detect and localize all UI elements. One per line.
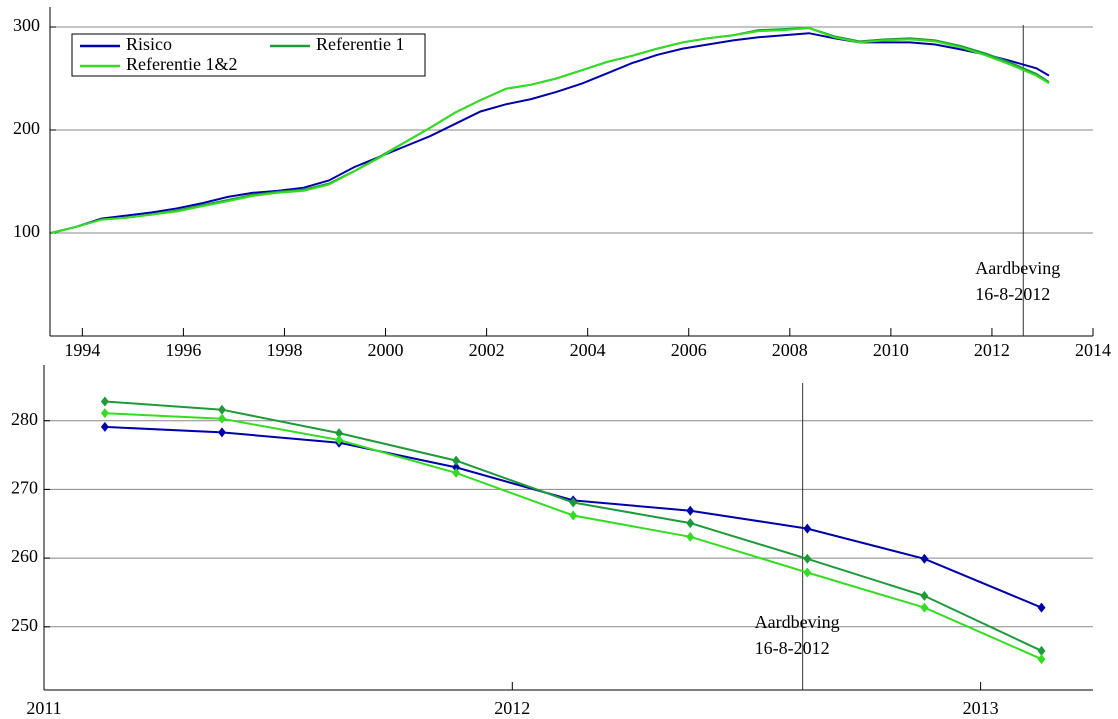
point [803, 523, 812, 534]
legend-label: Referentie 1 [316, 34, 404, 54]
point [100, 421, 109, 432]
point [452, 455, 461, 466]
point [569, 497, 578, 508]
series-line [104, 412, 1042, 661]
point [217, 404, 226, 415]
point [452, 462, 461, 473]
point [217, 427, 226, 438]
point [335, 434, 344, 445]
point [452, 467, 461, 478]
y-tick-label: 260 [11, 546, 38, 566]
event-label: Aardbeving [755, 612, 840, 632]
y-tick-label: 100 [13, 221, 40, 241]
point [1037, 602, 1046, 613]
point [100, 408, 109, 419]
point [686, 505, 695, 516]
legend-label: Risico [126, 34, 172, 54]
point [803, 567, 812, 578]
point [920, 590, 929, 601]
x-tick-label: 2010 [873, 340, 909, 360]
point [1037, 654, 1046, 665]
x-tick-label: 2006 [671, 340, 707, 360]
point [335, 428, 344, 439]
event-label: 16-8-2012 [975, 284, 1050, 304]
event-label: Aardbeving [975, 258, 1060, 278]
point [686, 518, 695, 529]
x-tick-label: 1998 [266, 340, 302, 360]
point [920, 553, 929, 564]
point [100, 396, 109, 407]
point [217, 413, 226, 424]
x-tick-label: 1994 [64, 340, 100, 360]
y-tick-label: 200 [13, 118, 40, 138]
point [920, 602, 929, 613]
x-tick-label: 2011 [26, 698, 61, 718]
x-tick-label: 1996 [165, 340, 201, 360]
series-line [50, 32, 1050, 234]
x-tick-label: 2008 [772, 340, 808, 360]
point [803, 553, 812, 564]
event-label: 16-8-2012 [755, 638, 830, 658]
x-tick-label: 2012 [974, 340, 1010, 360]
y-tick-label: 250 [11, 615, 38, 635]
point [686, 531, 695, 542]
legend-box [71, 33, 426, 77]
series-line [50, 26, 1050, 234]
y-tick-label: 270 [11, 478, 38, 498]
x-tick-label: 2013 [963, 698, 999, 718]
point [569, 510, 578, 521]
point [1037, 645, 1046, 656]
x-tick-label: 2002 [469, 340, 505, 360]
x-tick-label: 2014 [1075, 340, 1111, 360]
y-tick-label: 300 [13, 15, 40, 35]
y-tick-label: 280 [11, 409, 38, 429]
series-line [104, 400, 1042, 652]
x-tick-label: 2004 [570, 340, 606, 360]
legend-label: Referentie 1&2 [126, 54, 237, 74]
x-tick-label: 2012 [494, 698, 530, 718]
x-tick-label: 2000 [368, 340, 404, 360]
